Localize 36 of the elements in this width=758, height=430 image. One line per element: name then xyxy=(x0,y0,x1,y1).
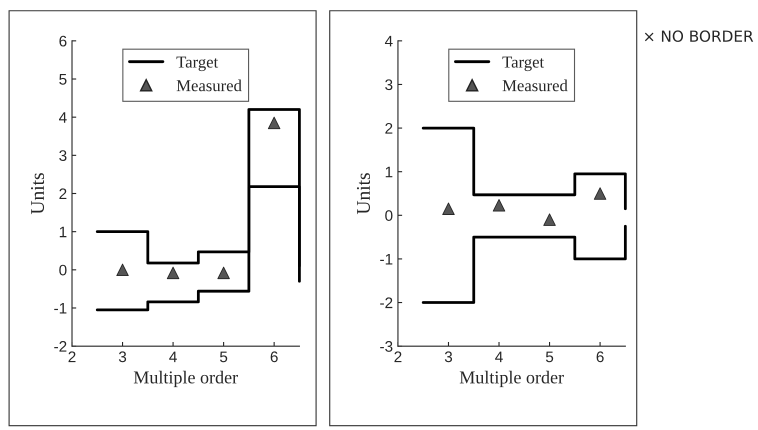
legend-label: Target xyxy=(176,56,218,72)
y-tick-label: -2 xyxy=(54,341,66,352)
y-tick-label: -1 xyxy=(380,254,392,264)
y-tick-label: -2 xyxy=(380,297,392,308)
y-tick-label: 0 xyxy=(385,210,392,221)
y-tick-label: 1 xyxy=(60,226,66,238)
x-tick-label: 3 xyxy=(118,351,126,362)
y-tick-label: 4 xyxy=(59,112,67,123)
y-tick-label: -1 xyxy=(54,303,66,314)
y-axis-title: Units xyxy=(356,173,370,214)
y-tick-label: 0 xyxy=(59,264,67,276)
y-axis-title: Units xyxy=(30,173,44,214)
x-tick-label: 5 xyxy=(546,352,554,362)
x-tick-label: 4 xyxy=(169,352,177,362)
x-tick-label: 2 xyxy=(68,351,76,362)
x-tick-label: 4 xyxy=(495,352,503,362)
y-tick-label: 3 xyxy=(59,150,66,162)
x-tick-label: 6 xyxy=(596,351,604,362)
y-tick-label: 2 xyxy=(59,188,66,200)
x-tick-label: 3 xyxy=(444,351,452,362)
x-tick-label: 2 xyxy=(394,351,402,362)
y-tick-label: -3 xyxy=(380,341,392,352)
legend-label: Target xyxy=(502,56,544,72)
y-tick-label: 6 xyxy=(59,36,66,47)
x-axis-title: Multiple order xyxy=(134,370,238,388)
y-tick-label: 4 xyxy=(384,36,393,46)
x-tick-label: 5 xyxy=(220,352,228,362)
y-tick-label: 1 xyxy=(386,166,392,178)
y-tick-label: 5 xyxy=(59,74,67,85)
legend-label: Measured xyxy=(502,80,568,92)
text: × NO BORDER xyxy=(644,30,754,42)
x-axis-title: Multiple order xyxy=(460,370,564,388)
x-tick-label: 6 xyxy=(270,351,278,362)
y-tick-label: 3 xyxy=(385,79,392,90)
y-tick-label: 2 xyxy=(385,122,392,134)
legend-label: Measured xyxy=(176,80,242,92)
